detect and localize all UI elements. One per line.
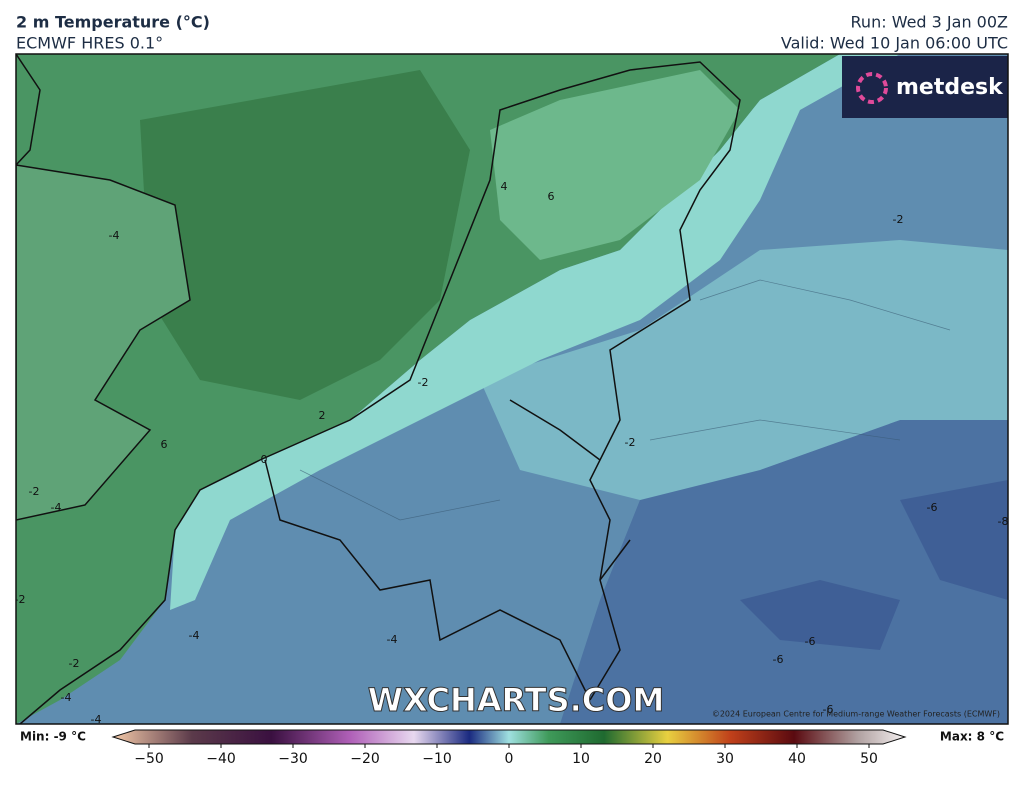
contour-labels: -4 4 6 -2 -2 2 6 -2 -4 -4 -2 -2 -4 -4 -6 -8 -6 -6 -6 -4 0 -2 <box>15 180 1009 726</box>
contour-label: -2 <box>893 213 904 226</box>
colorbar-tick-label: 30 <box>716 751 734 767</box>
contour-label: -2 <box>15 593 26 606</box>
colorbar-tick-label: 20 <box>644 751 662 767</box>
england <box>16 164 191 521</box>
title: 2 m Temperature (°C) <box>16 13 210 32</box>
min-label: Min: -9 °C <box>20 730 86 744</box>
colorbar-tick-label: 40 <box>788 751 806 767</box>
map: -446-2-226-2-4-4-2-2-4-4-6-8-6-6-6-40-2 … <box>15 54 1009 726</box>
contour-label: -6 <box>773 653 784 666</box>
map-frame <box>15 53 1009 725</box>
coldest-region <box>740 480 1008 650</box>
contour-label: -4 <box>91 713 102 726</box>
contour-label: -4 <box>387 633 398 646</box>
colorbar-bar <box>111 729 907 745</box>
contour-label: -4 <box>51 501 62 514</box>
contour-label: 6 <box>161 438 168 451</box>
logo-icon <box>856 72 888 104</box>
netherlands-coast <box>490 70 740 260</box>
contour-label: -2 <box>69 657 80 670</box>
colorbar: −50 −40 −30 −20 −10 0 10 20 30 40 50 <box>111 729 907 767</box>
coastal-band <box>170 54 900 610</box>
colorbar-tick-label: −40 <box>206 751 236 767</box>
contours <box>299 279 951 521</box>
valid-time: Valid: Wed 10 Jan 06:00 UTC <box>781 34 1008 53</box>
colorbar-tick-label: −10 <box>422 751 452 767</box>
colorbar-tick-label: −20 <box>350 751 380 767</box>
colorbar-tick-label: −50 <box>134 751 164 767</box>
contour-label: -4 <box>61 691 72 704</box>
copyright: ©2024 European Centre for Medium-range W… <box>712 710 1000 719</box>
contour-label: -2 <box>625 436 636 449</box>
cold-region <box>560 400 1008 724</box>
max-label: Max: 8 °C <box>940 730 1004 744</box>
contour-label: -4 <box>109 229 120 242</box>
logo-text: metdesk <box>896 75 1004 100</box>
logo-box <box>842 56 1008 118</box>
contour-label: -6 <box>805 635 816 648</box>
coastline <box>16 54 41 166</box>
contour-label: -8 <box>998 515 1009 528</box>
contour-label: 4 <box>501 180 508 193</box>
contour-label: 6 <box>548 190 555 203</box>
run-time: Run: Wed 3 Jan 00Z <box>851 13 1009 32</box>
contour-label: -2 <box>418 376 429 389</box>
subtitle: ECMWF HRES 0.1° <box>16 34 163 53</box>
watermark: WXCHARTS.COM <box>368 681 665 719</box>
warm-sea <box>140 70 470 400</box>
colorbar-tick-label: −30 <box>278 751 308 767</box>
colorbar-tick-label: 50 <box>860 751 878 767</box>
contour-label: -6 <box>927 501 938 514</box>
colorbar-tick-label: 10 <box>572 751 590 767</box>
contour-label: 0 <box>261 453 268 466</box>
colorbar-tick-label: 0 <box>505 751 514 767</box>
contour-label: -4 <box>189 629 200 642</box>
contour-label: -6 <box>823 703 834 716</box>
borders <box>264 399 631 701</box>
contour-label: 2 <box>319 409 326 422</box>
contour-label: -2 <box>29 485 40 498</box>
